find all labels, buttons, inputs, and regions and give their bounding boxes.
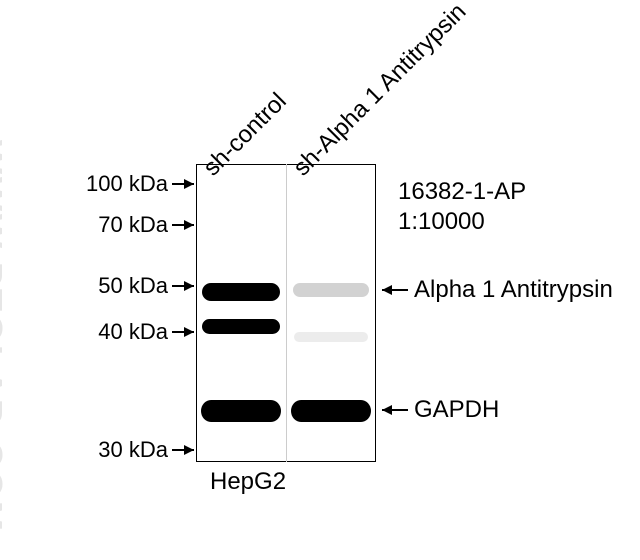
sample-label: HepG2: [210, 468, 286, 496]
watermark-text: WWW.PTGLAB.COM: [0, 140, 10, 534]
antibody-info: 16382-1-AP: [398, 178, 526, 206]
band-pointer-arrow-icon: [374, 282, 416, 298]
band-pointer-label: GAPDH: [414, 396, 499, 424]
lane-separator: [286, 164, 287, 462]
mw-label: 30 kDa: [98, 437, 168, 463]
blot-band: [201, 400, 281, 422]
blot-band: [202, 319, 280, 334]
antibody-info: 1:10000: [398, 208, 485, 236]
mw-label: 70 kDa: [98, 212, 168, 238]
blot-band: [202, 283, 280, 301]
band-pointer-arrow-icon: [374, 402, 416, 418]
blot-band: [293, 283, 369, 297]
blot-band: [291, 400, 371, 422]
band-pointer-label: Alpha 1 Antitrypsin: [414, 276, 613, 304]
figure-root: WWW.PTGLAB.COM 100 kDa 70 kDa 50 kDa 40 kDa…: [0, 0, 640, 560]
lane-label: sh-Alpha 1 Antitrypsin: [288, 0, 472, 182]
mw-label: 50 kDa: [98, 273, 168, 299]
mw-label: 100 kDa: [86, 171, 168, 197]
mw-label: 40 kDa: [98, 319, 168, 345]
blot-band: [294, 332, 368, 342]
